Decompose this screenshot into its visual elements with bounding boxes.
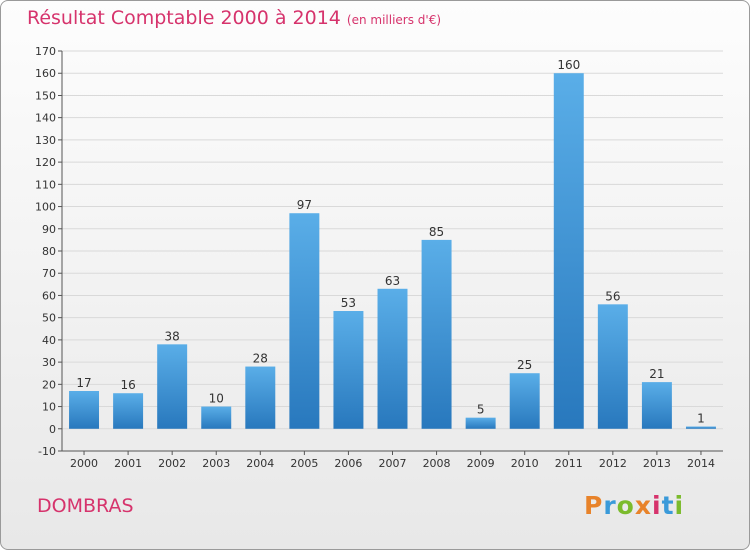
data-label: 25 <box>517 358 532 372</box>
data-label: 10 <box>209 392 224 406</box>
logo-letter: i <box>652 491 662 520</box>
data-label: 1 <box>697 412 705 426</box>
bar <box>245 366 276 429</box>
y-tick-label: 70 <box>42 267 56 280</box>
data-label: 56 <box>605 289 620 303</box>
bar <box>289 213 320 429</box>
y-tick-label: -10 <box>38 445 56 458</box>
y-tick-label: 30 <box>42 356 56 369</box>
y-tick-label: 80 <box>42 245 56 258</box>
logo-letter: r <box>603 491 617 520</box>
bar <box>553 73 584 429</box>
y-tick-label: 100 <box>35 201 56 214</box>
y-tick-label: 170 <box>35 45 56 58</box>
bars: 17 16 38 10 28 97 53 63 85 5 25 160 56 21 1 <box>69 58 716 429</box>
x-tick-label: 2012 <box>599 457 627 470</box>
logo-letter: i <box>674 491 685 520</box>
chart-title-main: Résultat Comptable 2000 à 2014 <box>27 7 341 29</box>
bar <box>421 239 452 429</box>
bar <box>157 344 188 429</box>
logo-letter: P <box>584 491 604 520</box>
x-tick-label: 2009 <box>467 457 495 470</box>
x-tick-label: 2001 <box>114 457 142 470</box>
x-tick-label: 2000 <box>70 457 98 470</box>
data-label: 53 <box>341 296 356 310</box>
chart-title-unit: (en milliers d'€) <box>346 13 442 27</box>
axes: -100102030405060708090100110120130140150… <box>35 45 723 470</box>
y-tick-label: 10 <box>42 401 56 414</box>
x-tick-label: 2011 <box>555 457 583 470</box>
logo-letter: t <box>661 491 675 520</box>
y-tick-label: 40 <box>42 334 56 347</box>
proxiti-logo[interactable]: Proxiti <box>584 491 684 520</box>
x-tick-label: 2005 <box>290 457 318 470</box>
x-tick-label: 2002 <box>158 457 186 470</box>
y-tick-label: 160 <box>35 67 56 80</box>
data-label: 38 <box>165 329 180 343</box>
bar <box>333 311 364 429</box>
chart-title: Résultat Comptable 2000 à 2014 (en millie… <box>27 7 441 29</box>
y-tick-label: 90 <box>42 223 56 236</box>
y-tick-label: 50 <box>42 312 56 325</box>
bar <box>641 382 672 429</box>
logo-letter: x <box>634 491 652 520</box>
y-tick-label: 110 <box>35 178 56 191</box>
bar <box>685 426 716 429</box>
x-tick-label: 2006 <box>334 457 362 470</box>
bar <box>201 406 232 429</box>
data-label: 97 <box>297 198 312 212</box>
data-label: 16 <box>120 378 135 392</box>
bar <box>113 393 144 429</box>
data-label: 28 <box>253 352 268 366</box>
data-label: 21 <box>649 367 664 381</box>
x-tick-label: 2013 <box>643 457 671 470</box>
bar <box>465 417 496 429</box>
data-label: 85 <box>429 225 444 239</box>
data-label: 160 <box>557 58 580 72</box>
x-tick-label: 2003 <box>202 457 230 470</box>
x-tick-label: 2007 <box>379 457 407 470</box>
y-tick-label: 60 <box>42 289 56 302</box>
x-tick-label: 2004 <box>246 457 274 470</box>
bar <box>69 391 100 429</box>
x-tick-label: 2010 <box>511 457 539 470</box>
logo-letter: o <box>616 491 635 520</box>
y-tick-label: 140 <box>35 112 56 125</box>
data-label: 17 <box>76 376 91 390</box>
x-tick-label: 2008 <box>423 457 451 470</box>
town-name: DOMBRAS <box>37 495 134 517</box>
y-tick-label: 130 <box>35 134 56 147</box>
bar <box>509 373 540 429</box>
x-tick-label: 2014 <box>687 457 715 470</box>
data-label: 5 <box>477 403 485 417</box>
data-label: 63 <box>385 274 400 288</box>
y-tick-label: 20 <box>42 378 56 391</box>
bar <box>377 288 408 429</box>
y-tick-label: 150 <box>35 89 56 102</box>
y-tick-label: 120 <box>35 156 56 169</box>
bar <box>597 304 628 429</box>
y-tick-label: 0 <box>49 423 56 436</box>
